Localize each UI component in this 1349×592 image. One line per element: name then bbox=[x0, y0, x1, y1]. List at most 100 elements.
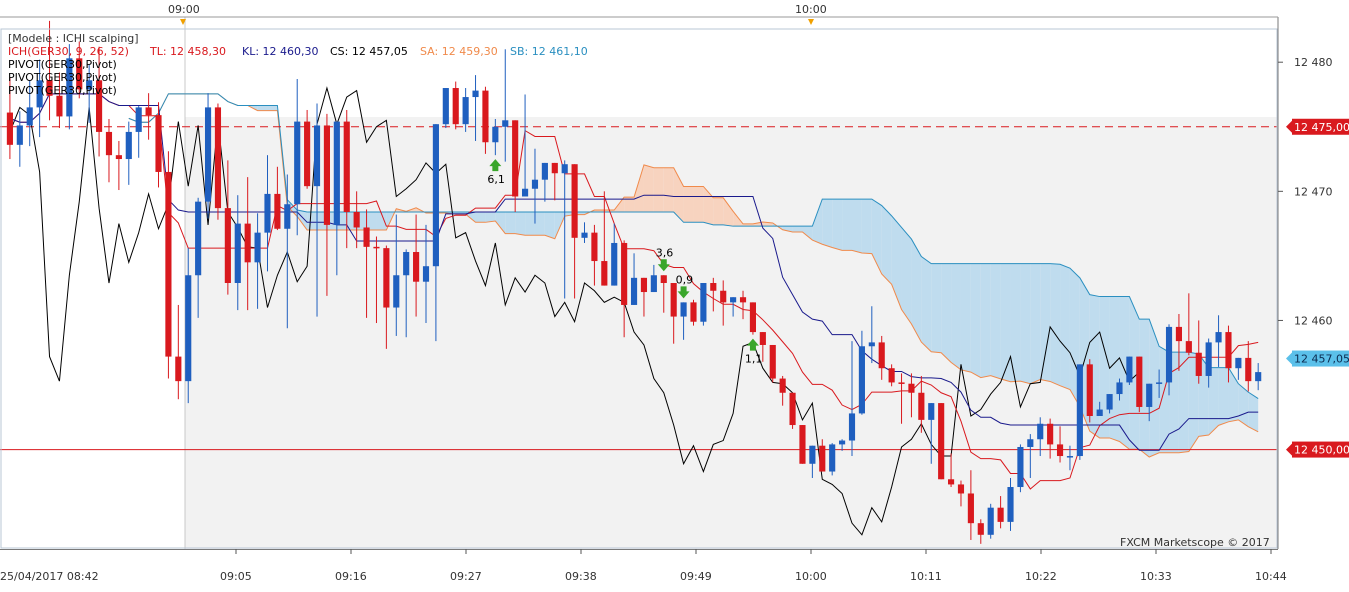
cloud-segment bbox=[861, 199, 872, 254]
signal-label: 1,1 bbox=[745, 353, 763, 366]
candle-body bbox=[304, 121, 311, 187]
candle-body bbox=[690, 302, 697, 322]
candle-body bbox=[759, 332, 766, 345]
candle-body bbox=[512, 120, 519, 197]
cloud-segment bbox=[653, 167, 664, 212]
candle-body bbox=[1255, 372, 1262, 382]
candle-body bbox=[432, 124, 439, 267]
price-tag bbox=[1292, 350, 1349, 367]
candle-body bbox=[482, 90, 489, 143]
candle-body bbox=[36, 80, 43, 108]
candle-body bbox=[403, 252, 410, 276]
x-tick-label: 09:38 bbox=[565, 570, 597, 583]
legend-pivot-3: PIVOT(GER30,Pivot) bbox=[8, 84, 117, 97]
cloud-segment bbox=[366, 211, 377, 231]
candle-body bbox=[839, 440, 846, 445]
candle-body bbox=[1086, 364, 1093, 416]
cloud-segment bbox=[970, 263, 981, 378]
cloud-segment bbox=[544, 211, 555, 239]
candle-body bbox=[185, 275, 192, 382]
candle-body bbox=[1017, 446, 1024, 488]
y-tick-label: 12 460 bbox=[1294, 314, 1333, 327]
candle-body bbox=[244, 223, 251, 263]
price-tag-pointer bbox=[1286, 120, 1292, 133]
legend-tl: TL: 12 458,30 bbox=[149, 45, 226, 58]
candle-body bbox=[105, 131, 113, 156]
candle-body bbox=[145, 107, 152, 116]
marker-triangle-icon bbox=[808, 19, 814, 25]
candle-body bbox=[749, 302, 757, 333]
cloud-segment bbox=[1030, 263, 1041, 384]
candle-body bbox=[1027, 439, 1034, 447]
legend-pivot-2: PIVOT(GER30,Pivot) bbox=[8, 71, 117, 84]
candle-body bbox=[6, 112, 13, 145]
cloud-segment bbox=[1139, 319, 1150, 457]
candle-body bbox=[46, 80, 53, 96]
candle-body bbox=[264, 193, 271, 233]
cloud-segment bbox=[1238, 383, 1249, 427]
arrow-down-icon bbox=[657, 259, 670, 272]
candle-body bbox=[650, 275, 657, 293]
candle-body bbox=[76, 58, 83, 90]
candle-body bbox=[274, 193, 281, 229]
candle-body bbox=[462, 97, 469, 125]
candle-body bbox=[521, 188, 529, 197]
candle-body bbox=[868, 342, 875, 347]
x-tick-label: 10:00 bbox=[795, 570, 827, 583]
candle-body bbox=[294, 121, 301, 205]
cloud-segment bbox=[1208, 367, 1219, 436]
price-tag-label: 12 457,05 bbox=[1294, 353, 1349, 366]
candle-body bbox=[442, 88, 449, 125]
cloud-segment bbox=[1119, 296, 1130, 450]
candle-body bbox=[660, 275, 667, 283]
cloud-segment bbox=[1000, 263, 1011, 382]
cloud-segment bbox=[515, 211, 526, 236]
candle-body bbox=[1185, 341, 1192, 353]
candle-body bbox=[1096, 409, 1103, 416]
candle-body bbox=[541, 162, 548, 180]
candle-body bbox=[472, 90, 479, 98]
plot-inner-border bbox=[0, 28, 1278, 549]
candle-body bbox=[967, 493, 974, 524]
candle-body bbox=[928, 403, 935, 420]
cloud-segment bbox=[792, 226, 803, 232]
cloud-segment bbox=[673, 167, 684, 223]
cloud-segment bbox=[941, 263, 952, 363]
candle-body bbox=[819, 445, 826, 472]
top-markers: 09:00 10:00 bbox=[168, 3, 827, 25]
price-tag-pointer bbox=[1286, 443, 1292, 456]
candle-body bbox=[858, 346, 865, 414]
candle-body bbox=[343, 121, 350, 212]
candle-body bbox=[1136, 356, 1143, 407]
signal-label: 6,1 bbox=[487, 173, 505, 186]
x-tick-label: 09:05 bbox=[220, 570, 252, 583]
candle-body bbox=[1245, 357, 1252, 382]
cloud-segment bbox=[1020, 263, 1031, 384]
candle-body bbox=[1146, 383, 1153, 407]
legend-pivot-1: PIVOT(GER30,Pivot) bbox=[8, 58, 117, 71]
candle-body bbox=[878, 342, 885, 369]
candle-body bbox=[809, 445, 816, 464]
candle-body bbox=[1106, 394, 1113, 410]
candle-body bbox=[1007, 487, 1014, 522]
cloud-segment bbox=[643, 164, 654, 212]
cloud-segment bbox=[743, 223, 753, 227]
price-tag-pointer bbox=[1286, 352, 1292, 365]
cloud-segment bbox=[693, 186, 704, 223]
legend-sb: SB: 12 461,10 bbox=[510, 45, 588, 58]
candle-body bbox=[551, 162, 558, 174]
candle-body bbox=[779, 378, 786, 393]
candle-body bbox=[739, 297, 747, 303]
cloud-segment bbox=[267, 105, 278, 111]
candle-body bbox=[769, 344, 776, 379]
x-tick-label: 10:33 bbox=[1140, 570, 1172, 583]
candle-body bbox=[373, 246, 380, 249]
cloud-segment bbox=[931, 263, 942, 353]
candle-body bbox=[848, 413, 856, 441]
candle-body bbox=[393, 275, 400, 308]
y-tick-label: 12 470 bbox=[1294, 185, 1333, 198]
candle-body bbox=[888, 368, 895, 383]
cloud-segment bbox=[802, 226, 813, 241]
